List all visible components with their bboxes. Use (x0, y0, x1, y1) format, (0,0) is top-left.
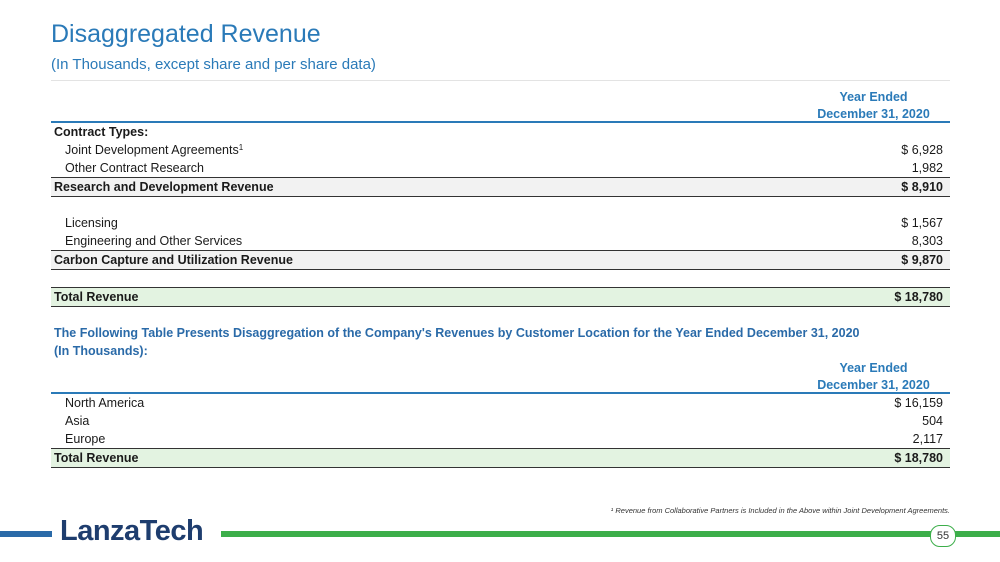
row-label: Other Contract Research (65, 161, 204, 175)
row-label: Research and Development Revenue (54, 180, 274, 194)
total-row: Total Revenue $ 18,780 (51, 448, 950, 468)
page-number: 55 (930, 525, 956, 547)
section-label: Contract Types: (54, 125, 149, 139)
subtotal-row: Carbon Capture and Utilization Revenue $… (51, 250, 950, 270)
row-label: Licensing (65, 216, 118, 230)
page-subtitle: (In Thousands, except share and per shar… (51, 56, 376, 73)
row-label: Europe (65, 432, 106, 446)
lanzatech-logo: LanzaTech (60, 515, 204, 547)
row-value: 504 (922, 414, 943, 428)
row-label: Engineering and Other Services (65, 234, 243, 248)
row-label: Carbon Capture and Utilization Revenue (54, 253, 293, 267)
row-value: $ 8,910 (901, 180, 943, 194)
title-divider (51, 80, 950, 81)
row-value: $ 1,567 (901, 216, 943, 230)
table-row: Asia 504 (51, 412, 950, 430)
row-value: $ 9,870 (901, 253, 943, 267)
table2-caption-line1: The Following Table Presents Disaggregat… (54, 326, 860, 340)
column-header-line1: Year Ended (839, 90, 908, 104)
row-label: Total Revenue (54, 451, 139, 465)
footnote: ¹ Revenue from Collaborative Partners is… (610, 506, 950, 515)
table-row: North America $ 16,159 (51, 394, 950, 412)
row-value: $ 6,928 (901, 143, 943, 157)
row-value: $ 18,780 (894, 290, 943, 304)
row-label: North America (65, 396, 145, 410)
row-value: $ 18,780 (894, 451, 943, 465)
table-row: Europe 2,117 (51, 430, 950, 448)
footer-bar-left (0, 531, 52, 537)
section-row: Contract Types: (51, 123, 950, 141)
row-label: Joint Development Agreements (65, 143, 239, 157)
column-header-line1: Year Ended (839, 361, 908, 375)
footnote-marker: 1 (238, 143, 244, 152)
table2-caption-line2: (In Thousands): (54, 344, 148, 358)
table-row: Engineering and Other Services 8,303 (51, 232, 950, 250)
footer-bar-right (221, 531, 1000, 537)
row-value: 2,117 (912, 432, 943, 446)
total-row: Total Revenue $ 18,780 (51, 287, 950, 307)
header-rule (51, 121, 950, 123)
row-value: 8,303 (911, 234, 943, 248)
table-row: Other Contract Research 1,982 (51, 159, 950, 177)
column-header-line2: December 31, 2020 (817, 378, 930, 392)
table-row: Joint Development Agreements1 $ 6,928 (51, 141, 950, 159)
row-value: $ 16,159 (894, 396, 943, 410)
header-rule (51, 392, 950, 394)
row-value: 1,982 (911, 161, 943, 175)
table-row: Licensing $ 1,567 (51, 214, 950, 232)
subtotal-row: Research and Development Revenue $ 8,910 (51, 177, 950, 197)
page-title: Disaggregated Revenue (51, 20, 321, 48)
column-header-line2: December 31, 2020 (817, 107, 930, 121)
row-label: Asia (65, 414, 90, 428)
row-label: Total Revenue (54, 290, 139, 304)
